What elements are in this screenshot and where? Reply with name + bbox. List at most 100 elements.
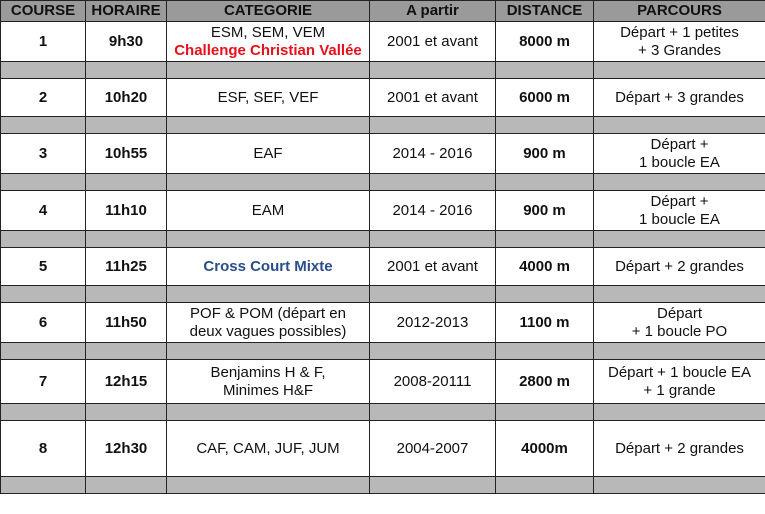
- separator-cell: [593, 230, 765, 248]
- a-partir-cell: 2014 - 2016: [369, 190, 496, 231]
- horaire-cell: 10h55: [85, 133, 167, 174]
- table-row: 7 12h15 Benjamins H & F, Minimes H&F 2008-20…: [0, 359, 765, 404]
- a-partir-cell: 2014 - 2016: [369, 133, 496, 174]
- separator-row: [0, 403, 765, 421]
- separator-cell: [0, 403, 86, 421]
- course-cell: 5: [0, 247, 86, 286]
- separator-cell: [0, 173, 86, 191]
- horaire-cell: 12h30: [85, 420, 167, 477]
- parcours-line: Départ +: [650, 135, 709, 153]
- separator-cell: [85, 285, 167, 303]
- separator-cell: [0, 476, 86, 494]
- header-course: COURSE: [0, 0, 86, 22]
- parcours-line: Départ + 2 grandes: [615, 439, 744, 457]
- distance-cell: 1100 m: [495, 302, 594, 343]
- categorie-line: POF & POM (départ en: [190, 304, 346, 322]
- separator-row: [0, 342, 765, 360]
- parcours-cell: Départ + 1 boucle EA + 1 grande: [593, 359, 765, 404]
- categorie-line: ESM, SEM, VEM: [210, 23, 326, 41]
- categorie-cell: POF & POM (départ en deux vagues possible…: [166, 302, 370, 343]
- table-row: 2 10h20 ESF, SEF, VEF 2001 et avant 6000 m Dé…: [0, 78, 765, 117]
- course-cell: 8: [0, 420, 86, 477]
- horaire-cell: 10h20: [85, 78, 167, 117]
- separator-cell: [166, 476, 370, 494]
- a-partir-cell: 2004-2007: [369, 420, 496, 477]
- distance-cell: 2800 m: [495, 359, 594, 404]
- parcours-cell: Départ + 1 petites + 3 Grandes: [593, 21, 765, 62]
- separator-cell: [85, 476, 167, 494]
- parcours-line: Départ + 2 grandes: [615, 257, 744, 275]
- separator-cell: [593, 342, 765, 360]
- parcours-line: 1 boucle EA: [639, 153, 720, 171]
- header-horaire: HORAIRE: [85, 0, 167, 22]
- parcours-line: + 1 boucle PO: [631, 322, 728, 340]
- a-partir-cell: 2008-20111: [369, 359, 496, 404]
- separator-cell: [495, 476, 594, 494]
- parcours-cell: Départ +1 boucle EA: [593, 190, 765, 231]
- parcours-line: Départ + 1 boucle EA: [607, 363, 751, 381]
- a-partir-cell: 2001 et avant: [369, 78, 496, 117]
- separator-cell: [495, 116, 594, 134]
- categorie-cell: Cross Court Mixte: [166, 247, 370, 286]
- separator-cell: [593, 116, 765, 134]
- parcours-cell: Départ +1 boucle EA: [593, 133, 765, 174]
- categorie-line: deux vagues possibles): [189, 322, 347, 340]
- distance-cell: 8000 m: [495, 21, 594, 62]
- header-parcours: PARCOURS: [593, 0, 765, 22]
- parcours-cell: Départ + 2 grandes: [593, 247, 765, 286]
- separator-row: [0, 285, 765, 303]
- header-a-partir: A partir: [369, 0, 496, 22]
- horaire-cell: 11h50: [85, 302, 167, 343]
- parcours-line: Départ: [656, 304, 703, 322]
- separator-cell: [495, 342, 594, 360]
- table-row: 5 11h25 Cross Court Mixte 2001 et avant 4000…: [0, 247, 765, 286]
- separator-cell: [85, 173, 167, 191]
- parcours-line: 1 boucle EA: [639, 210, 720, 228]
- separator-cell: [85, 61, 167, 79]
- parcours-line: + 3 Grandes: [638, 41, 721, 59]
- separator-cell: [369, 116, 496, 134]
- categorie-cell: EAM: [166, 190, 370, 231]
- course-cell: 7: [0, 359, 86, 404]
- table-row: 3 10h55 EAF 2014 - 2016 900 m Départ +1 boucl…: [0, 133, 765, 174]
- separator-cell: [0, 342, 86, 360]
- categorie-line: EAM: [251, 201, 285, 219]
- separator-cell: [495, 403, 594, 421]
- categorie-line: Minimes H&F: [222, 381, 313, 399]
- separator-cell: [593, 285, 765, 303]
- separator-cell: [85, 342, 167, 360]
- separator-row: [0, 116, 765, 134]
- separator-cell: [495, 285, 594, 303]
- separator-cell: [166, 285, 370, 303]
- header-categorie: CATEGORIE: [166, 0, 370, 22]
- a-partir-cell: 2012-2013: [369, 302, 496, 343]
- course-cell: 4: [0, 190, 86, 231]
- separator-cell: [495, 61, 594, 79]
- separator-cell: [369, 476, 496, 494]
- categorie-cell: CAF, CAM, JUF, JUM: [166, 420, 370, 477]
- separator-cell: [593, 61, 765, 79]
- categorie-line: Benjamins H & F,: [210, 363, 326, 381]
- categorie-line: ESF, SEF, VEF: [217, 88, 319, 106]
- categorie-cell: ESM, SEM, VEM Challenge Christian Vallée: [166, 21, 370, 62]
- separator-row: [0, 173, 765, 191]
- horaire-cell: 11h25: [85, 247, 167, 286]
- separator-cell: [166, 61, 370, 79]
- distance-cell: 4000m: [495, 420, 594, 477]
- parcours-cell: Départ + 3 grandes: [593, 78, 765, 117]
- table-body: 1 9h30 ESM, SEM, VEM Challenge Christian Va…: [0, 21, 765, 494]
- horaire-cell: 12h15: [85, 359, 167, 404]
- separator-cell: [593, 173, 765, 191]
- separator-cell: [166, 116, 370, 134]
- parcours-line: + 1 grande: [643, 381, 716, 399]
- separator-row: [0, 476, 765, 494]
- course-cell: 1: [0, 21, 86, 62]
- separator-cell: [166, 173, 370, 191]
- categorie-line: EAF: [253, 144, 283, 162]
- horaire-cell: 11h10: [85, 190, 167, 231]
- parcours-line: Départ +: [650, 192, 709, 210]
- parcours-line: Départ + 1 petites: [620, 23, 739, 41]
- a-partir-cell: 2001 et avant: [369, 247, 496, 286]
- table-header: COURSE HORAIRE CATEGORIE A partir DISTAN…: [0, 0, 765, 22]
- horaire-cell: 9h30: [85, 21, 167, 62]
